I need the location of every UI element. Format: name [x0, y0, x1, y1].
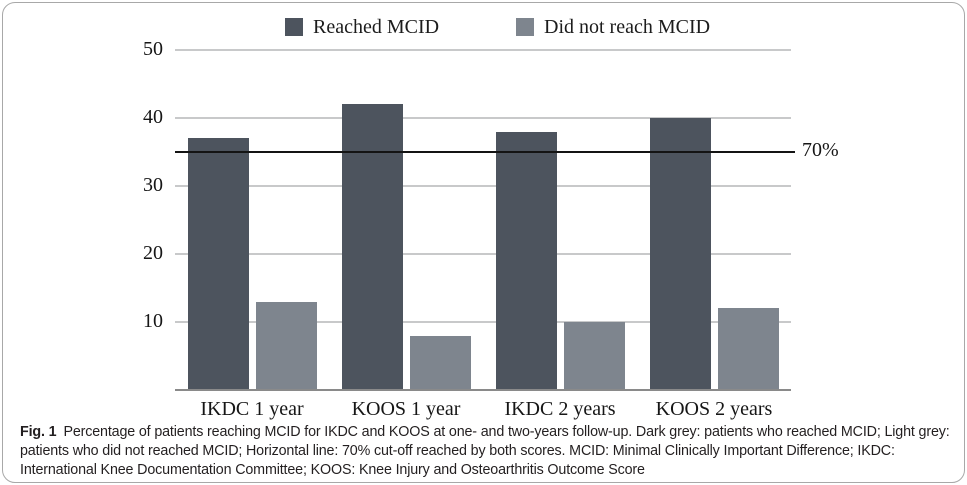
y-axis-tick-label: 50 — [143, 38, 163, 60]
y-axis-tick-label: 40 — [143, 106, 163, 128]
bar-dark-koos-1-year — [341, 104, 403, 390]
gridline-30 — [175, 185, 791, 187]
legend-item-reached-mcid: Reached MCID — [285, 16, 439, 38]
legend-label-did-not-reach-mcid: Did not reach MCID — [544, 15, 711, 38]
x-axis-category-label: IKDC 2 years — [504, 398, 616, 420]
y-axis-tick-label: 10 — [143, 310, 163, 332]
bar-dark-ikdc-1-year — [187, 138, 249, 390]
figure-caption-label: Fig. 1 — [20, 424, 57, 440]
gridline-50 — [175, 49, 791, 51]
y-axis-tick-label: 30 — [143, 174, 163, 196]
y-axis-tick-label: 20 — [143, 242, 163, 264]
gridline-20 — [175, 253, 791, 255]
legend-label-reached-mcid: Reached MCID — [313, 15, 440, 38]
legend-item-did-not-reach-mcid: Did not reach MCID — [516, 16, 710, 38]
bar-light-ikdc-1-year — [255, 301, 317, 390]
figure-caption-text: Percentage of patients reaching MCID for… — [20, 424, 950, 478]
figure-caption: Fig. 1 Percentage of patients reaching MC… — [20, 423, 950, 480]
bar-dark-ikdc-2-years — [495, 131, 557, 390]
x-axis-category-label: KOOS 1 year — [351, 398, 461, 420]
bar-dark-koos-2-years — [649, 118, 711, 390]
bar-light-koos-1-year — [409, 335, 471, 390]
cutoff-line-label: 70% — [802, 139, 839, 161]
bar-light-ikdc-2-years — [563, 322, 625, 390]
cutoff-line-70-percent — [175, 150, 795, 154]
legend-swatch-light — [516, 18, 534, 36]
gridline-10 — [175, 321, 791, 323]
x-axis-baseline — [175, 388, 791, 391]
x-axis-category-label: IKDC 1 year — [200, 398, 304, 420]
x-axis-category-label: KOOS 2 years — [655, 398, 773, 420]
legend-swatch-dark — [285, 18, 303, 36]
bar-chart-plot-area: 10 20 30 40 50 IKDC 1 year KOOS 1 year IKDC 2 y… — [143, 38, 839, 420]
gridline-40 — [175, 117, 791, 119]
bar-light-koos-2-years — [717, 308, 779, 390]
